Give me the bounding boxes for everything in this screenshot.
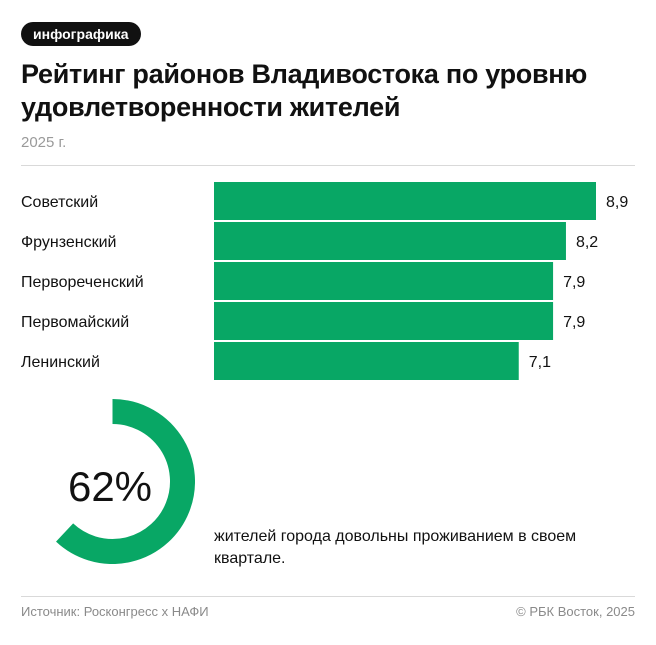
category-label: Советский	[21, 194, 98, 211]
value-label: 7,9	[563, 274, 585, 291]
chart-subtitle: 2025 г.	[21, 134, 67, 151]
category-label: Первомайский	[21, 314, 129, 331]
bar	[214, 182, 596, 220]
category-label: Первореченский	[21, 274, 144, 291]
value-label: 8,2	[576, 234, 598, 251]
bar	[214, 342, 519, 380]
value-label: 7,1	[529, 354, 551, 371]
chart-title: Рейтинг районов Владивостока по уровню у…	[21, 59, 588, 122]
bottom-divider	[21, 596, 635, 597]
donut-caption: жителей города довольны проживанием в св…	[214, 528, 577, 567]
category-label: Ленинский	[21, 354, 100, 371]
value-label: 8,9	[606, 194, 628, 211]
category-label: Фрунзенский	[21, 234, 116, 251]
infographic-badge: инфографика	[21, 22, 141, 46]
donut-chart	[56, 399, 195, 564]
donut-arc	[56, 399, 195, 564]
value-label: 7,9	[563, 314, 585, 331]
bar	[214, 262, 554, 300]
source-note: Источник: Росконгресс x НАФИ	[21, 604, 209, 619]
top-divider	[21, 165, 635, 166]
bar	[214, 222, 566, 260]
bar	[214, 302, 554, 340]
donut-value: 62%	[67, 463, 153, 510]
copyright-note: © РБК Восток, 2025	[516, 604, 635, 619]
